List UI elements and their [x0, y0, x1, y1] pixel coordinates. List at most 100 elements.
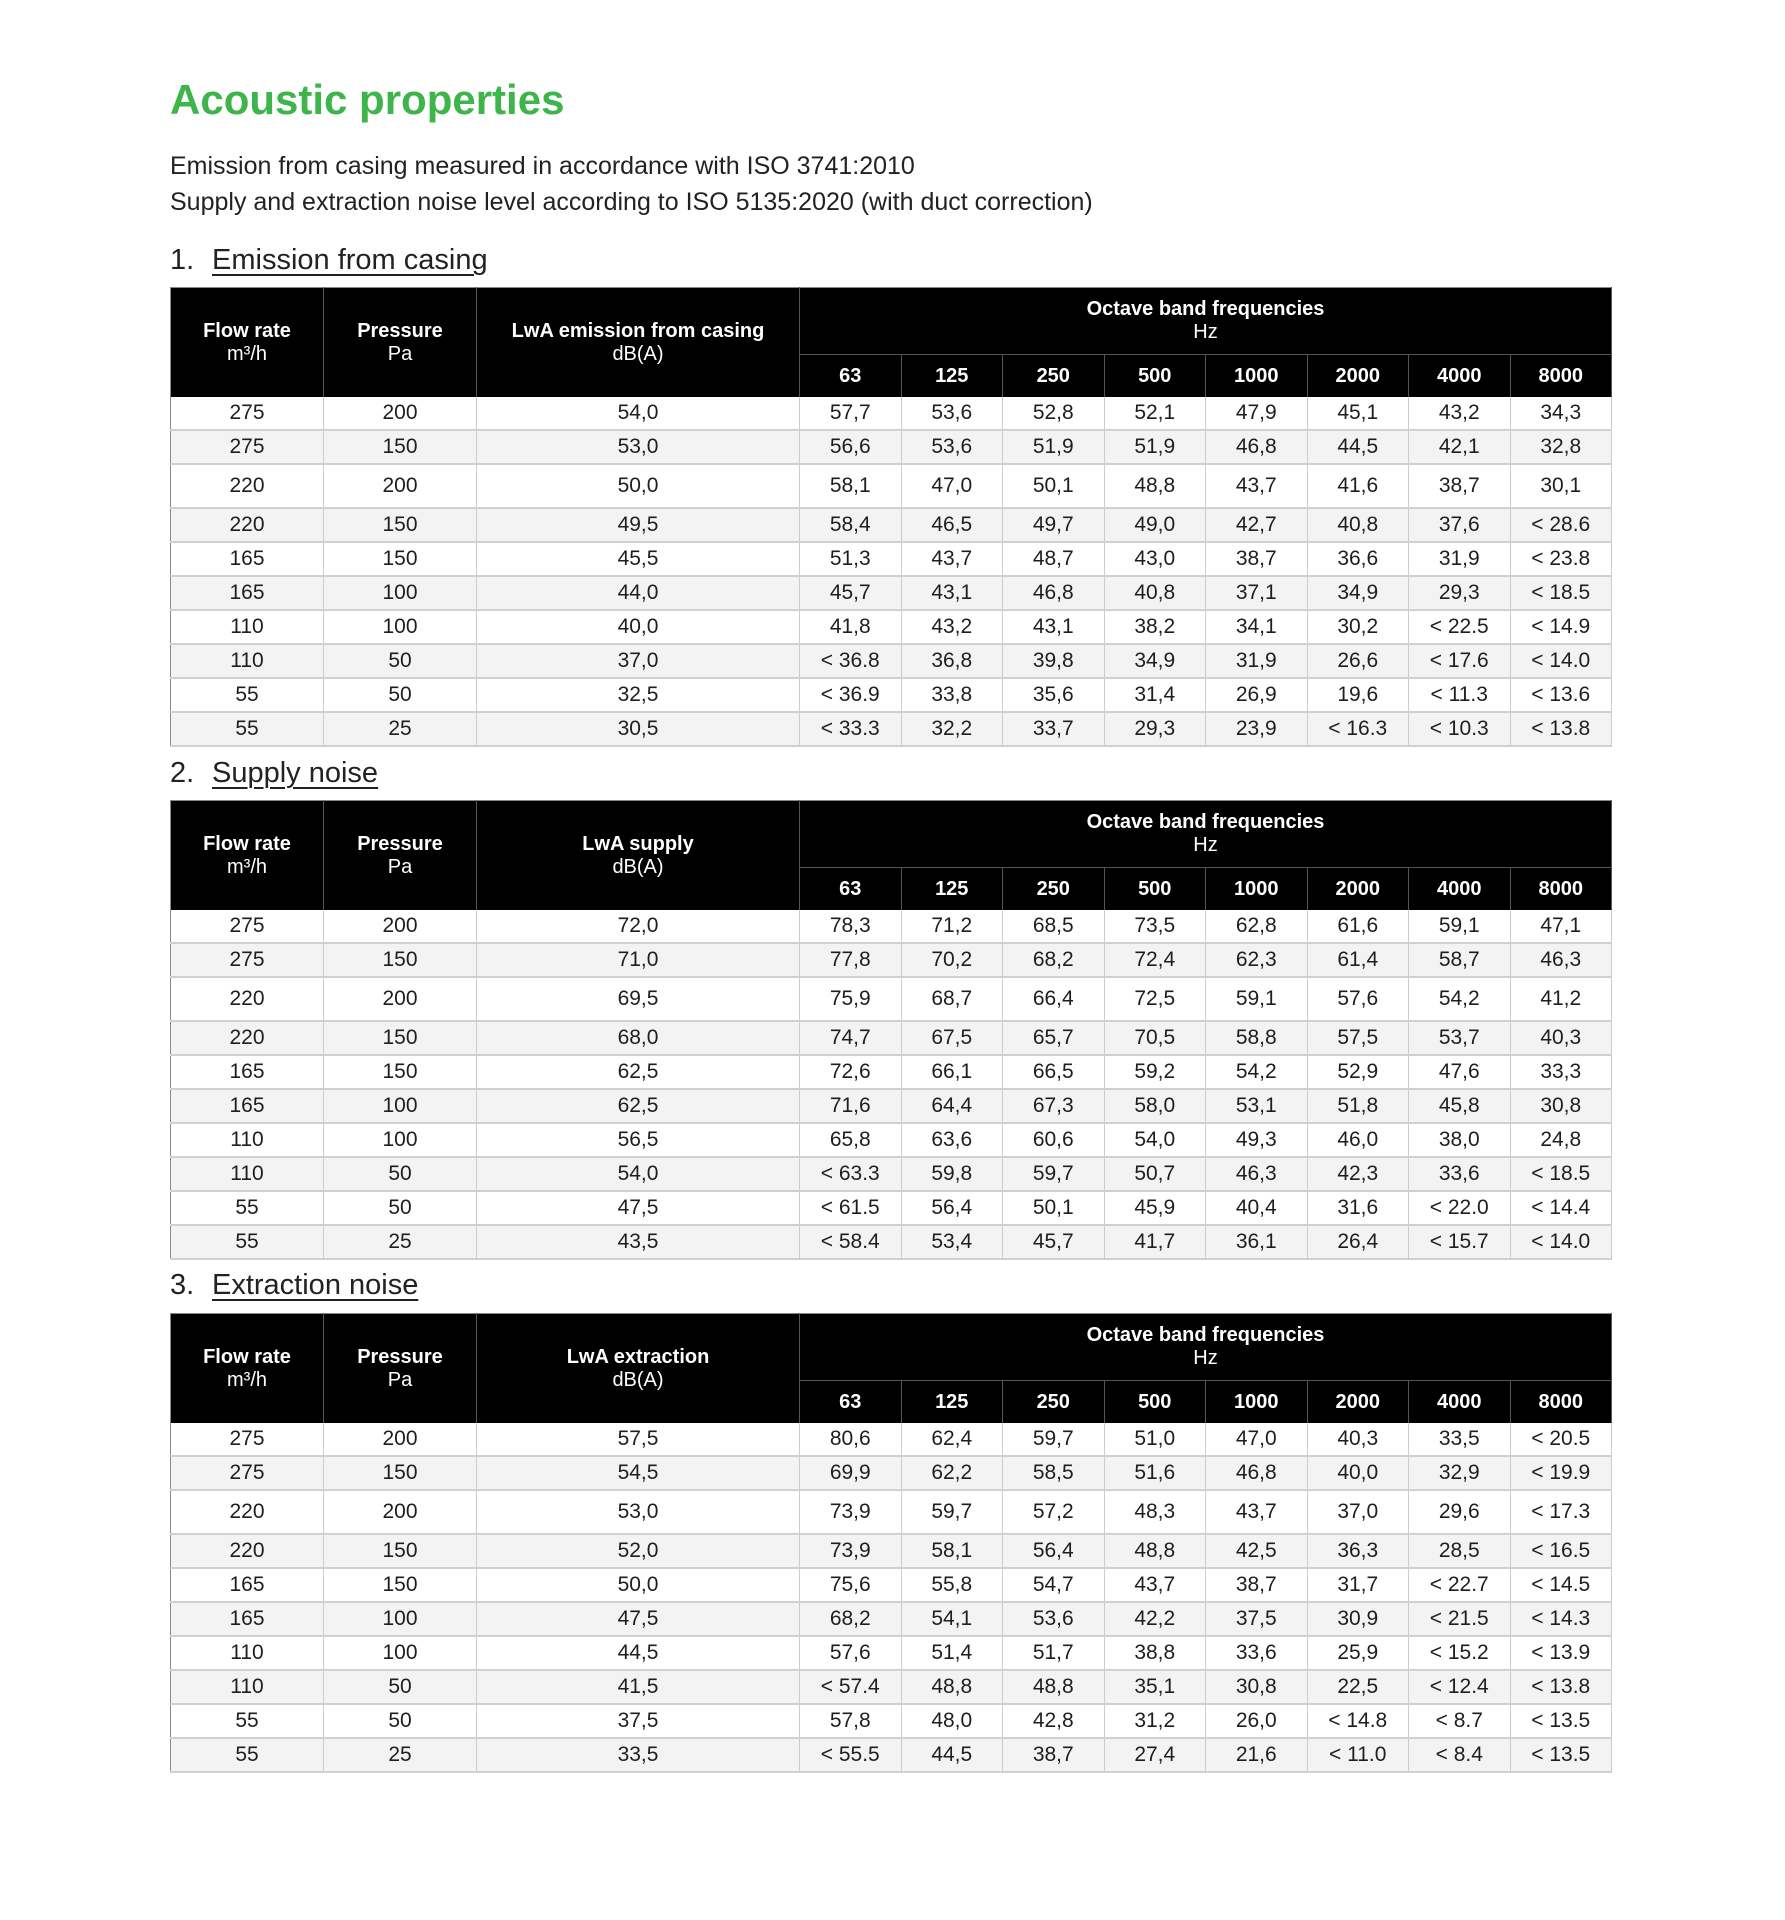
table-cell: 50: [323, 1157, 477, 1192]
table-cell: 38,8: [1104, 1636, 1206, 1671]
table-cell: 50,0: [476, 1568, 800, 1603]
table-cell: 26,0: [1205, 1704, 1308, 1739]
table-cell: 72,4: [1104, 943, 1206, 978]
col-header-frequency: 125: [901, 867, 1003, 910]
table-cell: 220: [170, 1021, 324, 1056]
table-cell: 77,8: [799, 943, 902, 978]
table-cell: 42,8: [1002, 1704, 1105, 1739]
table-cell: 29,3: [1408, 576, 1511, 611]
table-cell: 50: [323, 678, 477, 713]
table-cell: 51,6: [1104, 1456, 1206, 1491]
table-cell: < 19.9: [1510, 1456, 1612, 1491]
table-cell: 43,7: [1205, 464, 1308, 509]
table-cell: < 20.5: [1510, 1423, 1612, 1457]
table-cell: 45,9: [1104, 1191, 1206, 1226]
table-cell: < 11.0: [1307, 1738, 1409, 1773]
table-cell: 66,1: [901, 1055, 1003, 1090]
table-cell: 43,5: [476, 1225, 800, 1260]
table-cell: 45,7: [799, 576, 902, 611]
table-cell: 50: [323, 1704, 477, 1739]
table-cell: 150: [323, 1568, 477, 1603]
table-cell: 41,5: [476, 1670, 800, 1705]
table-cell: 32,5: [476, 678, 800, 713]
table-cell: 50: [323, 1670, 477, 1705]
table-cell: 150: [323, 1021, 477, 1056]
table-cell: 34,9: [1307, 576, 1409, 611]
table-cell: 34,9: [1104, 644, 1206, 679]
table-cell: 25,9: [1307, 1636, 1409, 1671]
table-cell: 69,9: [799, 1456, 902, 1491]
table-cell: 57,6: [1307, 977, 1409, 1022]
table-cell: < 13.8: [1510, 712, 1612, 747]
table-cell: 46,8: [1205, 430, 1308, 465]
table-cell: 38,7: [1002, 1738, 1105, 1773]
table-cell: < 13.6: [1510, 678, 1612, 713]
table-cell: < 12.4: [1408, 1670, 1511, 1705]
col-header-flow-rate: Flow rate m³/h: [170, 287, 324, 397]
acoustic-table: Flow rate m³/h Pressure Pa LwA emission fr…: [170, 287, 1612, 747]
table-cell: 33,6: [1205, 1636, 1308, 1671]
table-cell: < 57.4: [799, 1670, 902, 1705]
table-cell: < 13.5: [1510, 1704, 1612, 1739]
table-cell: < 14.3: [1510, 1602, 1612, 1637]
table-cell: 165: [170, 1568, 324, 1603]
table-cell: 47,1: [1510, 910, 1612, 944]
col-header-pressure: Pressure Pa: [323, 1313, 477, 1423]
table-cell: 26,9: [1205, 678, 1308, 713]
table-cell: 58,1: [901, 1534, 1003, 1569]
table-cell: 36,3: [1307, 1534, 1409, 1569]
col-header-frequency: 250: [1002, 1380, 1105, 1423]
table-cell: 165: [170, 1055, 324, 1090]
table-cell: 35,6: [1002, 678, 1105, 713]
table-cell: 31,9: [1408, 542, 1511, 577]
table-cell: 110: [170, 1123, 324, 1158]
table-cell: 42,3: [1307, 1157, 1409, 1192]
col-header-frequency: 250: [1002, 867, 1105, 910]
col-header-level: LwA extraction dB(A): [476, 1313, 800, 1423]
table-row: 165 100 62,5 71,6 64,4 67,3 58,0 53,1 51,8 45,8 30…: [170, 1089, 1612, 1124]
table-cell: 45,5: [476, 542, 800, 577]
table-cell: 46,5: [901, 508, 1003, 543]
table-row: 275 150 53,0 56,6 53,6 51,9 51,9 46,8 44,5 42,1 32…: [170, 430, 1612, 465]
table-cell: 53,0: [476, 430, 800, 465]
table-cell: 50,1: [1002, 1191, 1105, 1226]
table-cell: 40,4: [1205, 1191, 1308, 1226]
table-cell: 70,5: [1104, 1021, 1206, 1056]
table-cell: 62,8: [1205, 910, 1308, 944]
col-header-frequency: 500: [1104, 354, 1206, 397]
table-cell: 165: [170, 1602, 324, 1637]
table-row: 165 150 62,5 72,6 66,1 66,5 59,2 54,2 52,9 47,6 33…: [170, 1055, 1612, 1090]
table-cell: 26,4: [1307, 1225, 1409, 1260]
table-cell: 57,6: [799, 1636, 902, 1671]
col-header-octave: Octave band frequencies Hz: [799, 1313, 1612, 1381]
table-cell: < 13.5: [1510, 1738, 1612, 1773]
table-cell: 200: [323, 397, 477, 431]
table-cell: 46,3: [1205, 1157, 1308, 1192]
col-header-pressure: Pressure Pa: [323, 800, 477, 910]
table-cell: 53,4: [901, 1225, 1003, 1260]
col-header-frequency: 1000: [1205, 354, 1308, 397]
table-cell: 49,0: [1104, 508, 1206, 543]
table-cell: 59,1: [1205, 977, 1308, 1022]
table-cell: 62,3: [1205, 943, 1308, 978]
table-cell: 29,6: [1408, 1490, 1511, 1535]
table-cell: 100: [323, 576, 477, 611]
section-number: 2.: [170, 757, 195, 789]
table-cell: 31,9: [1205, 644, 1308, 679]
table-cell: 59,8: [901, 1157, 1003, 1192]
table-cell: 19,6: [1307, 678, 1409, 713]
table-row: 275 150 54,5 69,9 62,2 58,5 51,6 46,8 40,0 32,9 < …: [170, 1456, 1612, 1491]
table-cell: 200: [323, 464, 477, 509]
table-cell: 275: [170, 430, 324, 465]
table-cell: 100: [323, 1089, 477, 1124]
acoustic-table: Flow rate m³/h Pressure Pa LwA extraction d…: [170, 1313, 1612, 1773]
table-cell: 56,6: [799, 430, 902, 465]
table-cell: < 23.8: [1510, 542, 1612, 577]
table-cell: 65,7: [1002, 1021, 1105, 1056]
table-cell: 37,5: [476, 1704, 800, 1739]
table-row: 110 100 56,5 65,8 63,6 60,6 54,0 49,3 46,0 38,0 24…: [170, 1123, 1612, 1158]
table-cell: 37,0: [1307, 1490, 1409, 1535]
table-cell: 50: [323, 644, 477, 679]
table-cell: 50,7: [1104, 1157, 1206, 1192]
table-cell: 56,4: [1002, 1534, 1105, 1569]
